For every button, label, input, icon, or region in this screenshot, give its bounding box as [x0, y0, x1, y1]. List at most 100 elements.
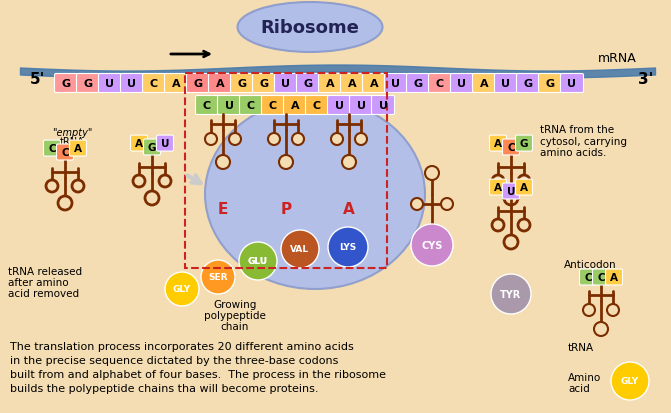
- Circle shape: [411, 199, 423, 211]
- FancyBboxPatch shape: [429, 74, 452, 93]
- FancyBboxPatch shape: [490, 180, 507, 196]
- Text: A: A: [215, 79, 224, 89]
- FancyBboxPatch shape: [362, 74, 386, 93]
- Circle shape: [58, 197, 72, 211]
- FancyBboxPatch shape: [54, 74, 77, 93]
- Ellipse shape: [205, 100, 425, 289]
- Text: U: U: [501, 79, 511, 89]
- Text: U: U: [282, 79, 291, 89]
- FancyBboxPatch shape: [592, 269, 609, 285]
- FancyBboxPatch shape: [327, 96, 350, 115]
- Text: "empty": "empty": [52, 128, 92, 138]
- Text: A: A: [172, 79, 180, 89]
- FancyBboxPatch shape: [144, 140, 160, 156]
- Text: CYS: CYS: [421, 240, 443, 250]
- Text: A: A: [494, 183, 502, 192]
- Text: C: C: [269, 101, 277, 111]
- Circle shape: [292, 134, 304, 146]
- Text: polypeptide: polypeptide: [204, 310, 266, 320]
- FancyBboxPatch shape: [240, 96, 262, 115]
- Circle shape: [342, 156, 356, 170]
- FancyBboxPatch shape: [164, 74, 187, 93]
- Text: U: U: [335, 101, 344, 111]
- Text: Amino: Amino: [568, 372, 601, 382]
- Circle shape: [504, 235, 518, 249]
- Text: tRNA: tRNA: [60, 137, 85, 147]
- Circle shape: [72, 180, 84, 192]
- FancyBboxPatch shape: [515, 136, 533, 152]
- Circle shape: [492, 219, 504, 231]
- FancyBboxPatch shape: [121, 74, 144, 93]
- Text: C: C: [584, 272, 592, 282]
- Text: Ribosome: Ribosome: [260, 19, 360, 37]
- Circle shape: [159, 176, 171, 188]
- Text: C: C: [597, 272, 605, 282]
- Text: G: G: [62, 79, 70, 89]
- Text: GLU: GLU: [248, 257, 268, 266]
- Text: G: G: [148, 142, 156, 153]
- Text: U: U: [458, 79, 466, 89]
- FancyBboxPatch shape: [156, 136, 174, 152]
- Text: G: G: [520, 139, 528, 149]
- Text: C: C: [48, 144, 56, 154]
- Circle shape: [607, 304, 619, 316]
- FancyBboxPatch shape: [539, 74, 562, 93]
- Text: SER: SER: [208, 273, 227, 282]
- Circle shape: [518, 176, 530, 188]
- Text: LYS: LYS: [340, 243, 356, 252]
- FancyBboxPatch shape: [99, 74, 121, 93]
- Text: Anticodon: Anticodon: [564, 259, 616, 269]
- Text: U: U: [105, 79, 115, 89]
- Text: mRNA: mRNA: [598, 52, 637, 65]
- Circle shape: [328, 228, 368, 267]
- Text: chain: chain: [221, 321, 249, 331]
- FancyBboxPatch shape: [262, 96, 285, 115]
- Text: U: U: [225, 101, 234, 111]
- Circle shape: [205, 134, 217, 146]
- Text: GLY: GLY: [173, 285, 191, 294]
- Circle shape: [239, 242, 277, 280]
- Text: C: C: [150, 79, 158, 89]
- FancyBboxPatch shape: [130, 136, 148, 152]
- Circle shape: [331, 134, 343, 146]
- Circle shape: [229, 134, 241, 146]
- Circle shape: [491, 274, 531, 314]
- Circle shape: [611, 362, 649, 400]
- Text: A: A: [74, 144, 82, 154]
- FancyBboxPatch shape: [517, 74, 539, 93]
- Text: after amino: after amino: [8, 277, 68, 287]
- Circle shape: [133, 176, 145, 188]
- Text: G: G: [413, 79, 423, 89]
- Text: G: G: [303, 79, 313, 89]
- FancyBboxPatch shape: [384, 74, 407, 93]
- Circle shape: [281, 230, 319, 268]
- Text: A: A: [370, 79, 378, 89]
- FancyBboxPatch shape: [56, 145, 74, 161]
- Text: tRNA: tRNA: [568, 342, 594, 352]
- FancyBboxPatch shape: [209, 74, 231, 93]
- Text: C: C: [313, 101, 321, 111]
- FancyBboxPatch shape: [560, 74, 584, 93]
- FancyBboxPatch shape: [495, 74, 517, 93]
- Circle shape: [279, 156, 293, 170]
- Text: TYR: TYR: [501, 289, 521, 299]
- Text: acid removed: acid removed: [8, 288, 79, 298]
- Text: G: G: [546, 79, 554, 89]
- FancyBboxPatch shape: [503, 140, 519, 156]
- Text: A: A: [520, 183, 528, 192]
- FancyBboxPatch shape: [515, 180, 533, 196]
- Text: A: A: [480, 79, 488, 89]
- FancyBboxPatch shape: [340, 74, 364, 93]
- Text: cytosol, carrying: cytosol, carrying: [540, 137, 627, 147]
- FancyBboxPatch shape: [70, 141, 87, 157]
- Circle shape: [411, 224, 453, 266]
- Bar: [185, 74, 387, 268]
- Circle shape: [46, 180, 58, 192]
- Text: A: A: [343, 202, 355, 217]
- FancyBboxPatch shape: [503, 183, 519, 199]
- Text: tRNA released: tRNA released: [8, 266, 82, 276]
- Text: A: A: [494, 139, 502, 149]
- Text: GLY: GLY: [621, 377, 639, 386]
- Text: GLU: GLU: [248, 257, 268, 266]
- FancyBboxPatch shape: [274, 74, 297, 93]
